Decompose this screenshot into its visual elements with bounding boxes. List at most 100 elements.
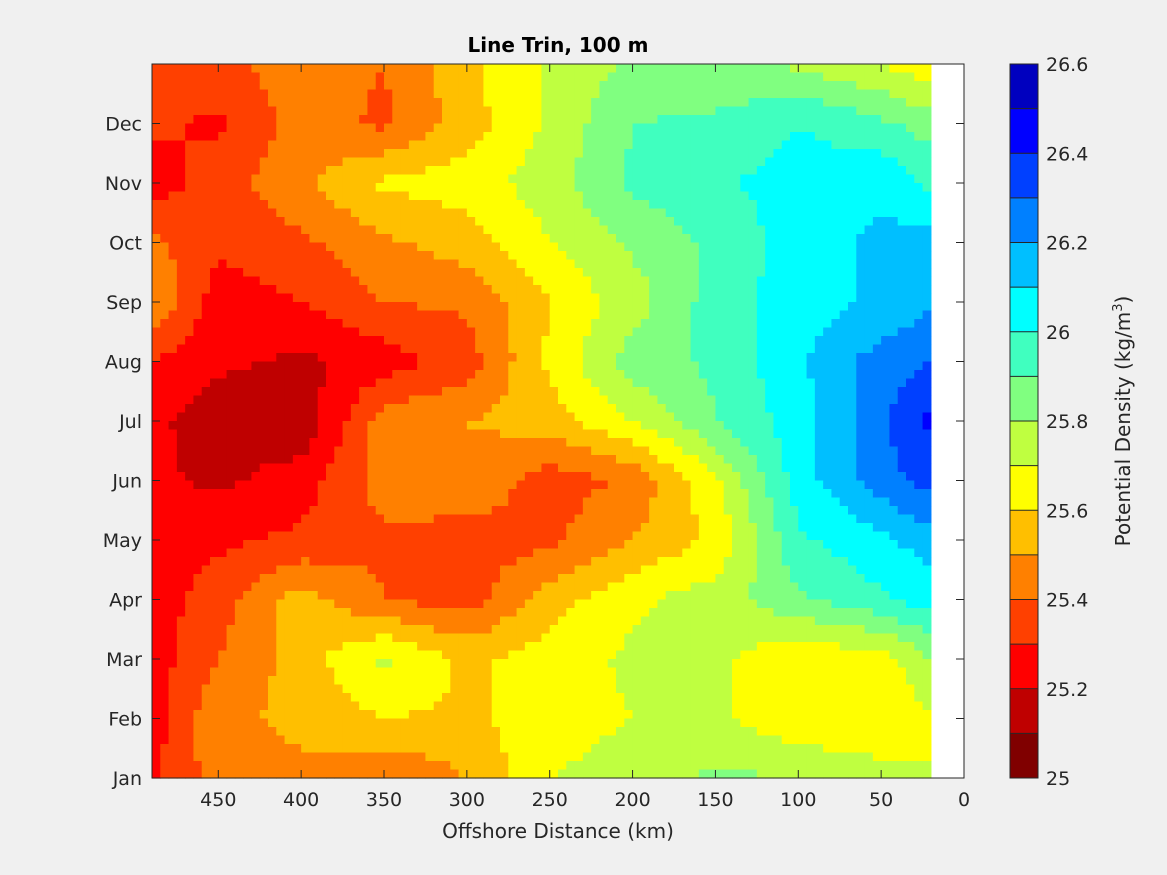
heatmap-cell: [367, 395, 377, 405]
heatmap-cell: [384, 174, 393, 184]
heatmap-cell: [674, 268, 683, 278]
heatmap-cell: [607, 208, 617, 218]
heatmap-cell: [649, 506, 659, 516]
heatmap-cell: [152, 276, 161, 286]
heatmap-cell: [226, 217, 236, 227]
heatmap-cell: [392, 421, 402, 431]
heatmap-cell: [259, 72, 269, 82]
heatmap-cell: [856, 259, 866, 269]
heatmap-cell: [458, 344, 468, 354]
heatmap-cell: [748, 140, 758, 150]
heatmap-cell: [251, 64, 261, 74]
heatmap-cell: [856, 429, 866, 439]
heatmap-cell: [831, 489, 841, 499]
heatmap-cell: [301, 140, 311, 150]
heatmap-cell: [367, 268, 377, 278]
heatmap-cell: [317, 268, 327, 278]
heatmap-cell: [607, 463, 617, 473]
heatmap-cell: [466, 217, 476, 227]
heatmap-cell: [375, 200, 385, 210]
heatmap-cell: [276, 166, 286, 176]
heatmap-cell: [276, 217, 286, 227]
heatmap-cell: [831, 285, 841, 295]
heatmap-cell: [790, 64, 799, 74]
heatmap-cell: [690, 285, 700, 295]
heatmap-cell: [624, 217, 634, 227]
heatmap-cell: [450, 217, 460, 227]
heatmap-cell: [914, 438, 924, 448]
heatmap-cell: [442, 123, 451, 133]
heatmap-cell: [350, 310, 360, 320]
heatmap-cell: [715, 64, 725, 74]
heatmap-cell: [864, 149, 874, 159]
heatmap-cell: [317, 344, 327, 354]
heatmap-cell: [384, 208, 393, 218]
heatmap-cell: [765, 429, 775, 439]
heatmap-cell: [251, 310, 261, 320]
heatmap-cell: [408, 387, 418, 397]
heatmap-cell: [433, 115, 443, 125]
heatmap-cell: [417, 217, 427, 227]
heatmap-cell: [864, 242, 874, 252]
heatmap-cell: [682, 446, 692, 456]
heatmap-cell: [790, 370, 799, 380]
heatmap-cell: [176, 225, 186, 235]
heatmap-cell: [765, 489, 775, 499]
heatmap-cell: [914, 344, 924, 354]
heatmap-cell: [607, 421, 617, 431]
heatmap-cell: [889, 217, 899, 227]
heatmap-cell: [342, 242, 352, 252]
heatmap-cell: [781, 336, 791, 346]
heatmap-cell: [591, 404, 601, 414]
heatmap-cell: [616, 217, 625, 227]
heatmap-cell: [276, 455, 286, 465]
heatmap-cell: [707, 208, 717, 218]
heatmap-cell: [201, 446, 211, 456]
heatmap-cell: [591, 157, 601, 167]
heatmap-cell: [889, 412, 899, 422]
heatmap-cell: [574, 302, 584, 312]
heatmap-cell: [359, 166, 369, 176]
heatmap-cell: [533, 149, 543, 159]
heatmap-cell: [417, 319, 427, 329]
heatmap-cell: [616, 200, 625, 210]
heatmap-cell: [417, 361, 427, 371]
heatmap-cell: [798, 276, 808, 286]
heatmap-cell: [848, 183, 857, 193]
heatmap-cell: [367, 140, 377, 150]
heatmap-cell: [558, 429, 567, 439]
heatmap-cell: [276, 72, 286, 82]
heatmap-cell: [823, 370, 833, 380]
heatmap-cell: [533, 285, 543, 295]
heatmap-cell: [541, 242, 551, 252]
heatmap-cell: [176, 336, 186, 346]
heatmap-cell: [616, 98, 625, 108]
heatmap-cell: [508, 336, 518, 346]
heatmap-cell: [922, 293, 932, 303]
heatmap-cell: [168, 472, 178, 482]
heatmap-cell: [682, 149, 692, 159]
heatmap-cell: [276, 404, 286, 414]
heatmap-cell: [574, 319, 584, 329]
heatmap-cell: [475, 115, 485, 125]
heatmap-cell: [193, 259, 203, 269]
heatmap-cell: [152, 463, 161, 473]
heatmap-cell: [168, 514, 178, 524]
heatmap-cell: [624, 259, 634, 269]
heatmap-cell: [508, 98, 518, 108]
heatmap-cell: [649, 174, 659, 184]
heatmap-cell: [516, 310, 526, 320]
heatmap-cell: [524, 106, 534, 116]
heatmap-cell: [201, 463, 211, 473]
heatmap-cell: [549, 157, 559, 167]
heatmap-cell: [781, 89, 791, 99]
heatmap-cell: [765, 353, 775, 363]
heatmap-cell: [367, 336, 377, 346]
heatmap-cell: [392, 234, 402, 244]
heatmap-cell: [541, 268, 551, 278]
heatmap-cell: [359, 259, 369, 269]
heatmap-cell: [450, 378, 460, 388]
heatmap-cell: [309, 174, 319, 184]
heatmap-cell: [500, 310, 509, 320]
heatmap-cell: [458, 200, 468, 210]
